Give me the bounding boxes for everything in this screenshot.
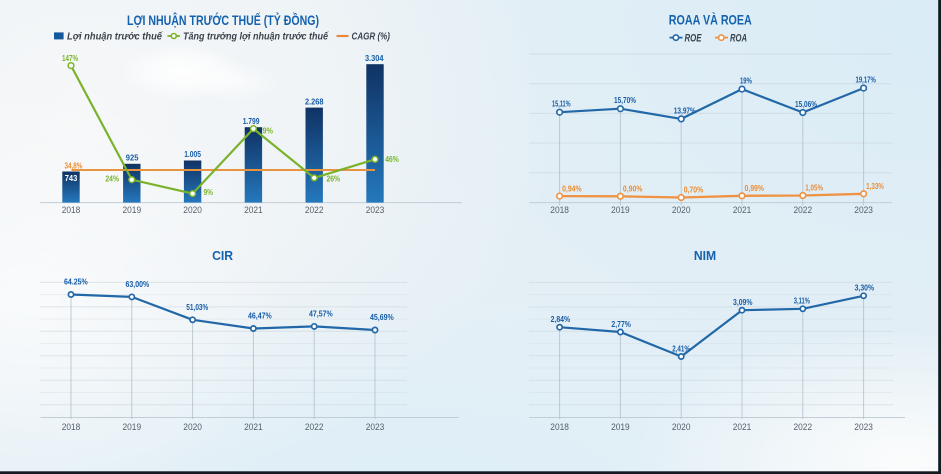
svg-text:2019: 2019: [123, 422, 142, 432]
svg-text:1.799: 1.799: [243, 117, 260, 126]
svg-text:46%: 46%: [385, 155, 399, 164]
svg-text:2022: 2022: [305, 205, 324, 215]
svg-text:19,17%: 19,17%: [856, 75, 877, 85]
svg-text:1,05%: 1,05%: [805, 183, 823, 193]
svg-text:2019: 2019: [123, 205, 142, 215]
svg-text:2,77%: 2,77%: [611, 319, 631, 329]
svg-text:1.005: 1.005: [184, 150, 201, 159]
svg-text:3,11%: 3,11%: [794, 296, 811, 306]
svg-text:2023: 2023: [366, 422, 385, 432]
svg-text:15,11%: 15,11%: [552, 99, 571, 109]
svg-text:2020: 2020: [183, 205, 202, 215]
svg-text:2021: 2021: [244, 422, 263, 432]
svg-text:2023: 2023: [854, 205, 873, 215]
svg-text:2,41%: 2,41%: [672, 343, 690, 353]
svg-text:NIM: NIM: [694, 249, 716, 263]
svg-text:2021: 2021: [244, 205, 263, 215]
svg-text:CIR: CIR: [212, 249, 233, 263]
svg-text:2023: 2023: [854, 422, 873, 432]
svg-text:Lợi nhuận trước thuế: Lợi nhuận trước thuế: [67, 30, 163, 42]
svg-text:2018: 2018: [550, 422, 569, 432]
svg-text:51,03%: 51,03%: [186, 302, 208, 312]
svg-text:26%: 26%: [327, 174, 341, 183]
svg-text:15,06%: 15,06%: [795, 99, 817, 109]
svg-text:2020: 2020: [672, 205, 691, 215]
svg-text:2023: 2023: [366, 205, 385, 215]
svg-text:2.268: 2.268: [305, 97, 324, 106]
svg-text:ROAA VÀ ROEA: ROAA VÀ ROEA: [669, 12, 752, 28]
svg-text:2018: 2018: [62, 205, 81, 215]
svg-text:79%: 79%: [259, 127, 274, 136]
svg-text:63,00%: 63,00%: [126, 279, 150, 289]
svg-text:2,84%: 2,84%: [551, 314, 571, 324]
svg-text:9%: 9%: [204, 188, 213, 197]
svg-text:1,33%: 1,33%: [866, 181, 884, 191]
svg-text:64.25%: 64.25%: [64, 277, 88, 287]
svg-text:2018: 2018: [62, 422, 81, 432]
svg-text:2018: 2018: [550, 205, 569, 215]
svg-text:2022: 2022: [794, 205, 813, 215]
svg-text:2020: 2020: [672, 422, 691, 432]
svg-text:ROA: ROA: [730, 33, 747, 45]
svg-text:2019: 2019: [611, 205, 630, 215]
svg-text:ROE: ROE: [685, 33, 702, 45]
svg-text:0,70%: 0,70%: [684, 185, 704, 195]
svg-text:2021: 2021: [733, 205, 752, 215]
svg-text:45,69%: 45,69%: [370, 312, 394, 322]
svg-text:46,47%: 46,47%: [248, 311, 272, 321]
svg-text:2022: 2022: [305, 422, 324, 432]
svg-text:743: 743: [65, 174, 78, 183]
svg-text:2021: 2021: [733, 422, 752, 432]
svg-text:24%: 24%: [105, 174, 119, 183]
svg-text:147%: 147%: [62, 54, 78, 63]
svg-text:19%: 19%: [740, 76, 752, 86]
svg-text:3,30%: 3,30%: [855, 283, 875, 293]
svg-text:2020: 2020: [183, 422, 202, 432]
svg-text:13,97%: 13,97%: [674, 105, 696, 115]
svg-text:2019: 2019: [611, 422, 630, 432]
svg-text:925: 925: [126, 154, 139, 163]
svg-text:3,09%: 3,09%: [733, 297, 753, 307]
svg-text:15,70%: 15,70%: [614, 95, 636, 105]
svg-text:47,57%: 47,57%: [309, 308, 333, 318]
svg-text:CAGR (%): CAGR (%): [352, 31, 391, 42]
svg-text:LỢI NHUẬN TRƯỚC THUẾ (TỶ ĐỒNG): LỢI NHUẬN TRƯỚC THUẾ (TỶ ĐỒNG): [127, 13, 319, 28]
svg-text:0,94%: 0,94%: [562, 183, 582, 193]
svg-text:2022: 2022: [794, 422, 813, 432]
svg-text:Tăng trưởng lợi nhuận trước th: Tăng trưởng lợi nhuận trước thuế: [183, 30, 329, 42]
svg-text:0,90%: 0,90%: [623, 184, 643, 194]
svg-text:0,99%: 0,99%: [745, 183, 765, 193]
svg-text:3.304: 3.304: [365, 54, 384, 63]
svg-text:34,8%: 34,8%: [65, 161, 83, 170]
